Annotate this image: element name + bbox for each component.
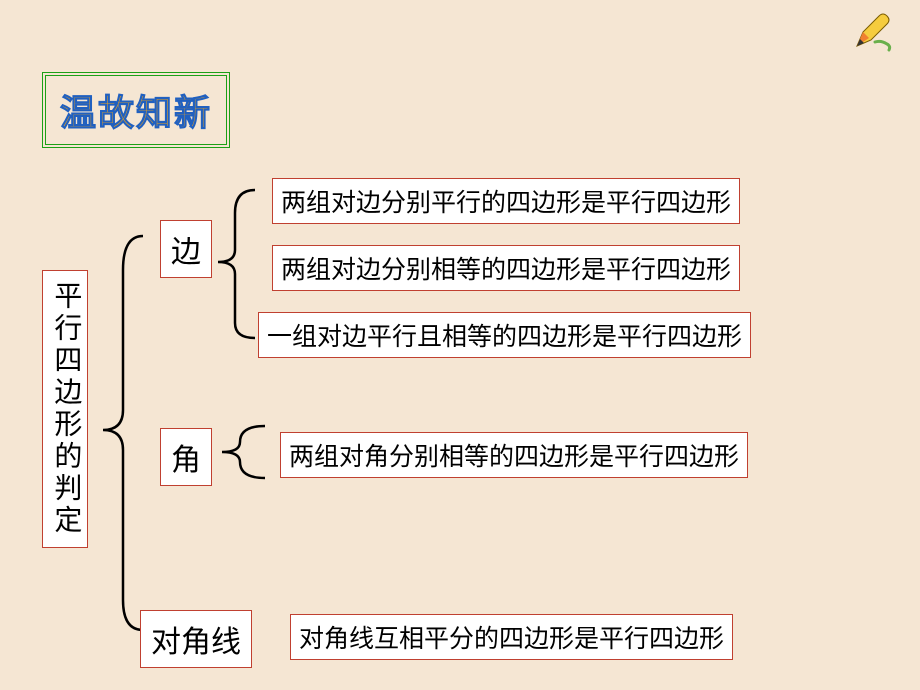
side-bracket [210,178,260,346]
category-side-label: 边 [171,236,201,269]
rule-side-3-text: 一组对边平行且相等的四边形是平行四边形 [267,324,742,351]
title-box: 温故知新 [42,72,230,148]
rule-side-2: 两组对边分别相等的四边形是平行四边形 [272,245,740,291]
main-topic-box: 平行四边形的判定 [42,270,88,548]
rule-angle-1-text: 两组对角分别相等的四边形是平行四边形 [289,444,739,471]
title-text: 温故知新 [60,93,212,133]
rule-side-1: 两组对边分别平行的四边形是平行四边形 [272,178,740,224]
pencil-icon [853,12,895,57]
rule-side-1-text: 两组对边分别平行的四边形是平行四边形 [281,190,731,217]
category-side: 边 [160,220,212,278]
rule-angle-1: 两组对角分别相等的四边形是平行四边形 [280,432,748,478]
rule-side-3: 一组对边平行且相等的四边形是平行四边形 [258,312,751,358]
main-bracket [88,220,148,640]
category-diagonal: 对角线 [140,610,252,668]
rule-diag-1-text: 对角线互相平分的四边形是平行四边形 [299,626,724,653]
rule-diag-1: 对角线互相平分的四边形是平行四边形 [290,614,733,660]
category-angle: 角 [160,428,212,486]
category-diagonal-label: 对角线 [151,626,241,659]
main-topic-label: 平行四边形的判定 [47,281,83,537]
angle-bracket [210,418,270,486]
category-angle-label: 角 [171,444,201,477]
rule-side-2-text: 两组对边分别相等的四边形是平行四边形 [281,257,731,284]
